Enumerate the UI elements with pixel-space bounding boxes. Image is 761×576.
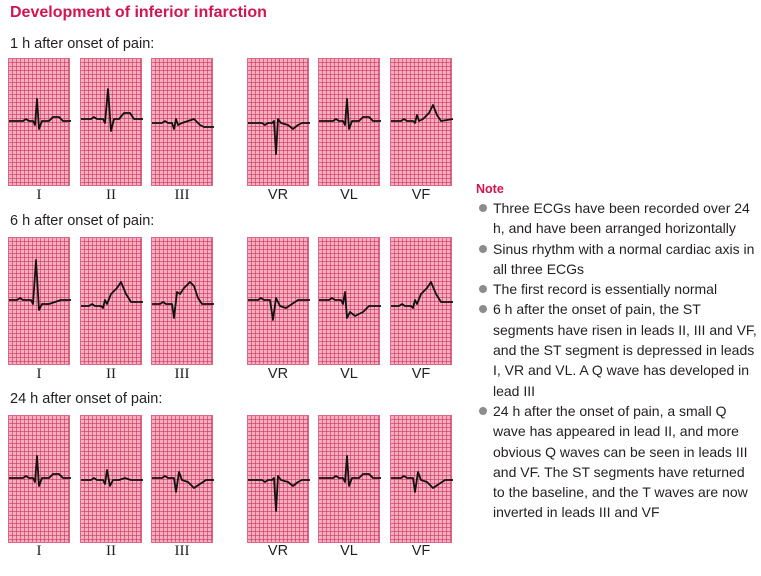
lead-label-iii: III (174, 187, 190, 203)
ecg-waveform (319, 455, 381, 487)
note-item: 24 h after the onset of pain, a small Q … (476, 401, 760, 523)
note-item: Sinus rhythm with a normal cardiac axis … (476, 239, 760, 280)
lead-label-vf: VF (411, 187, 431, 203)
ecg-trace-iii (152, 118, 214, 130)
lead-label-i: I (36, 187, 42, 203)
ecg-waveform (81, 281, 143, 309)
ecg-trace-vl (319, 291, 381, 319)
lead-label-vr: VR (267, 187, 289, 203)
lead-label-vr: VR (267, 543, 289, 559)
ecg-waveform (81, 88, 143, 132)
ecg-trace-i (9, 259, 71, 311)
ecg-strip-i (8, 58, 71, 186)
ecg-waveform (248, 297, 310, 321)
ecg-strip-vl (318, 415, 381, 543)
note-list: Three ECGs have been recorded over 24 h,… (476, 198, 760, 523)
ecg-waveform (152, 471, 214, 493)
section-label-1h: 1 h after onset of pain: (10, 36, 155, 52)
ecg-waveform (391, 281, 453, 309)
lead-label-vf: VF (411, 543, 431, 559)
lead-label-ii: II (106, 543, 116, 559)
ecg-waveform (9, 259, 71, 311)
ecg-strip-iii (151, 237, 214, 365)
ecg-trace-i (9, 455, 71, 487)
ecg-strip-vf (390, 237, 453, 365)
ecg-strip-i (8, 415, 71, 543)
ecg-trace-iii (152, 281, 214, 319)
ecg-waveform (319, 98, 381, 130)
ecg-trace-vr (248, 297, 310, 321)
lead-label-i: I (36, 543, 42, 559)
ecg-waveform (152, 281, 214, 319)
ecg-waveform (248, 475, 310, 512)
lead-label-vr: VR (267, 366, 289, 382)
ecg-strip-iii (151, 415, 214, 543)
lead-label-ii: II (106, 187, 116, 203)
ecg-waveform (248, 118, 310, 155)
lead-label-vf: VF (411, 366, 431, 382)
ecg-trace-vf (391, 104, 454, 124)
ecg-trace-vl (319, 455, 381, 487)
ecg-trace-vr (248, 118, 310, 155)
note-item: Three ECGs have been recorded over 24 h,… (476, 198, 760, 239)
ecg-trace-i (9, 98, 71, 130)
lead-label-ii: II (106, 366, 116, 382)
ecg-waveform (81, 469, 143, 487)
ecg-strip-vf (390, 415, 453, 543)
ecg-waveform (391, 471, 453, 493)
ecg-strip-ii (80, 415, 143, 543)
note-title: Note (476, 182, 504, 196)
figure-title: Development of inferior infarction (10, 4, 267, 21)
ecg-trace-vr (248, 475, 310, 512)
lead-label-iii: III (174, 366, 190, 382)
ecg-strip-vr (247, 237, 310, 365)
lead-label-vl: VL (340, 366, 358, 382)
note-item: The first record is essentially normal (476, 279, 760, 299)
ecg-trace-ii (81, 281, 143, 309)
ecg-strip-ii (80, 237, 143, 365)
ecg-strip-vl (318, 58, 381, 186)
ecg-trace-vl (319, 98, 381, 130)
lead-label-vl: VL (340, 187, 358, 203)
section-label-6h: 6 h after onset of pain: (10, 213, 155, 229)
ecg-trace-iii (152, 471, 214, 493)
ecg-strip-vl (318, 237, 381, 365)
ecg-waveform (9, 98, 71, 130)
ecg-strip-vr (247, 415, 310, 543)
section-label-24h: 24 h after onset of pain: (10, 391, 163, 407)
ecg-trace-vf (391, 281, 453, 309)
ecg-waveform (9, 455, 71, 487)
ecg-waveform (152, 118, 214, 130)
lead-label-iii: III (174, 543, 190, 559)
note-item: 6 h after the onset of pain, the ST segm… (476, 299, 760, 400)
ecg-trace-vf (391, 471, 453, 493)
note-box: Note Three ECGs have been recorded over … (476, 182, 760, 523)
ecg-trace-ii (81, 469, 143, 487)
ecg-strip-vr (247, 58, 310, 186)
ecg-waveform (391, 104, 454, 124)
ecg-trace-ii (81, 88, 143, 132)
lead-label-vl: VL (340, 543, 358, 559)
lead-label-i: I (36, 366, 42, 382)
ecg-strip-vf (390, 58, 454, 186)
ecg-waveform (319, 291, 381, 319)
ecg-strip-ii (80, 58, 143, 186)
ecg-strip-i (8, 237, 71, 365)
ecg-strip-iii (151, 58, 214, 186)
